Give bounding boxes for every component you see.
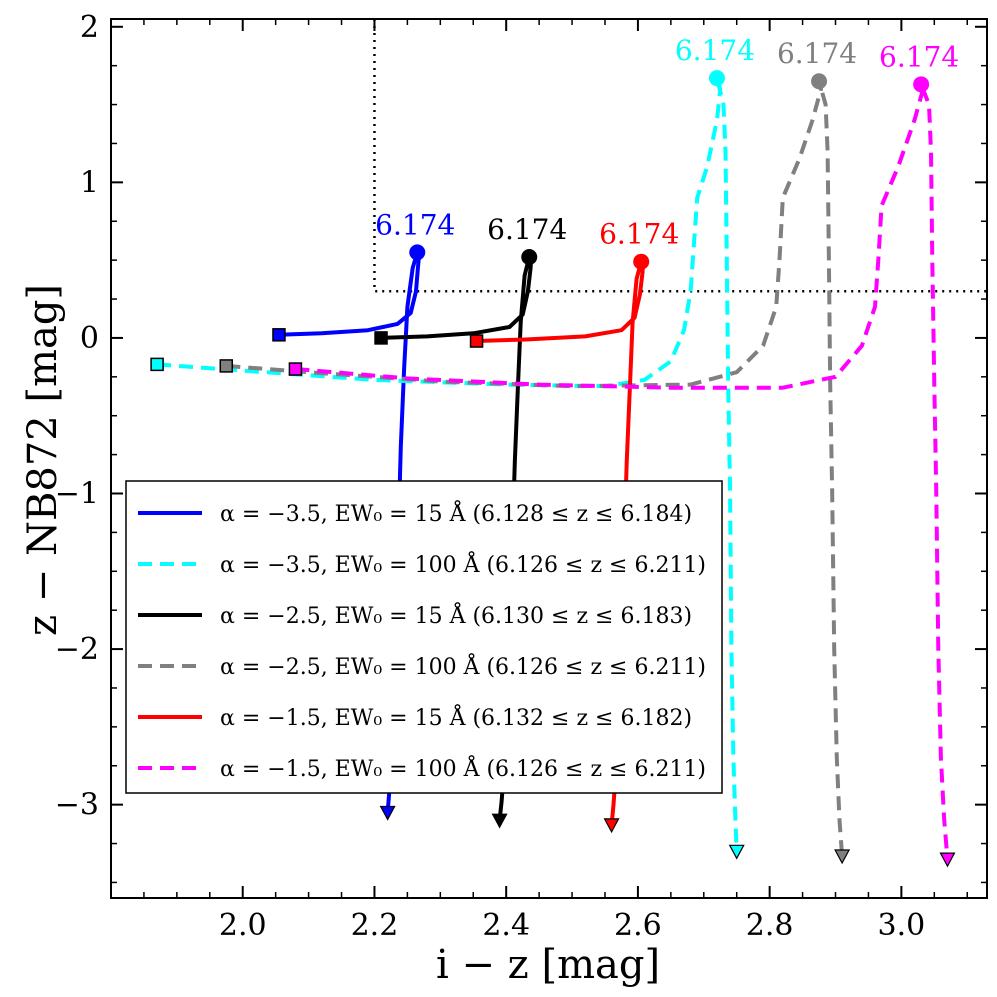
peak-marker-circle-1 — [409, 244, 426, 261]
x-tick-label: 2.6 — [614, 908, 662, 943]
y-tick-label: −3 — [55, 788, 99, 823]
legend-label-4: α = −2.5, EW₀ = 100 Å (6.126 ≤ z ≤ 6.211… — [220, 652, 706, 680]
x-tick-label: 2.0 — [219, 908, 267, 943]
peak-marker-circle-3 — [521, 249, 538, 266]
end-marker-triangle-4 — [834, 849, 851, 865]
plot-frame — [110, 18, 988, 899]
x-tick-label: 3.0 — [878, 908, 926, 943]
y-tick-label: −2 — [55, 632, 99, 667]
end-marker-triangle-3 — [491, 813, 508, 829]
legend-label-3: α = −2.5, EW₀ = 15 Å (6.130 ≤ z ≤ 6.183) — [220, 601, 692, 629]
legend-box — [125, 480, 723, 794]
redshift-label-5: 6.174 — [599, 218, 679, 251]
start-marker-square-5 — [469, 334, 484, 348]
peak-marker-circle-6 — [913, 76, 930, 93]
end-marker-triangle-5 — [603, 818, 620, 834]
start-marker-square-3 — [374, 331, 388, 345]
peak-marker-circle-5 — [633, 253, 650, 270]
annotation-layer: 6.174 6.174 6.174 6.174 6.174 6.174 — [375, 34, 959, 251]
start-marker-square-2 — [150, 357, 164, 372]
peak-marker-circle-2 — [708, 70, 725, 87]
end-marker-triangle-1 — [379, 805, 396, 821]
redshift-label-1: 6.174 — [375, 208, 455, 241]
redshift-label-4: 6.174 — [777, 37, 857, 70]
end-marker-triangle-6 — [939, 852, 956, 868]
series-line-4 — [226, 79, 845, 857]
end-marker-triangle-2 — [728, 844, 745, 860]
x-tick-label: 2.2 — [351, 908, 399, 943]
peak-marker-circle-4 — [811, 73, 828, 90]
start-marker-square-4 — [219, 359, 234, 373]
x-tick-label: 2.8 — [746, 908, 794, 943]
marker-layer — [150, 70, 956, 868]
x-axis-title: i − z [mag] — [436, 942, 660, 988]
selection-box-line — [373, 19, 987, 293]
start-marker-square-1 — [272, 328, 286, 342]
legend: α = −3.5, EW₀ = 15 Å (6.128 ≤ z ≤ 6.184)… — [125, 480, 723, 794]
y-tick-label: −1 — [55, 477, 99, 512]
start-marker-square-6 — [288, 362, 303, 376]
y-tick-label: 2 — [80, 10, 99, 45]
legend-label-2: α = −3.5, EW₀ = 100 Å (6.126 ≤ z ≤ 6.211… — [220, 550, 706, 578]
redshift-label-3: 6.174 — [487, 213, 567, 246]
y-tick-label: 0 — [80, 321, 99, 356]
y-axis-title: z − NB872 [mag] — [20, 284, 66, 636]
redshift-label-2: 6.174 — [675, 34, 755, 67]
y-tick-label: 1 — [80, 165, 99, 200]
series-line-6 — [295, 82, 950, 860]
legend-label-5: α = −1.5, EW₀ = 15 Å (6.132 ≤ z ≤ 6.182) — [220, 703, 692, 731]
redshift-label-6: 6.174 — [879, 40, 959, 73]
tick-layer: 2.0 2.2 2.4 2.6 2.8 3.0 2 1 0 −1 −2 −3 — [55, 10, 987, 943]
legend-label-1: α = −3.5, EW₀ = 15 Å (6.128 ≤ z ≤ 6.184) — [220, 499, 692, 527]
legend-label-6: α = −1.5, EW₀ = 100 Å (6.126 ≤ z ≤ 6.211… — [220, 754, 706, 782]
axes-frame — [110, 18, 988, 899]
x-tick-label: 2.4 — [482, 908, 530, 943]
